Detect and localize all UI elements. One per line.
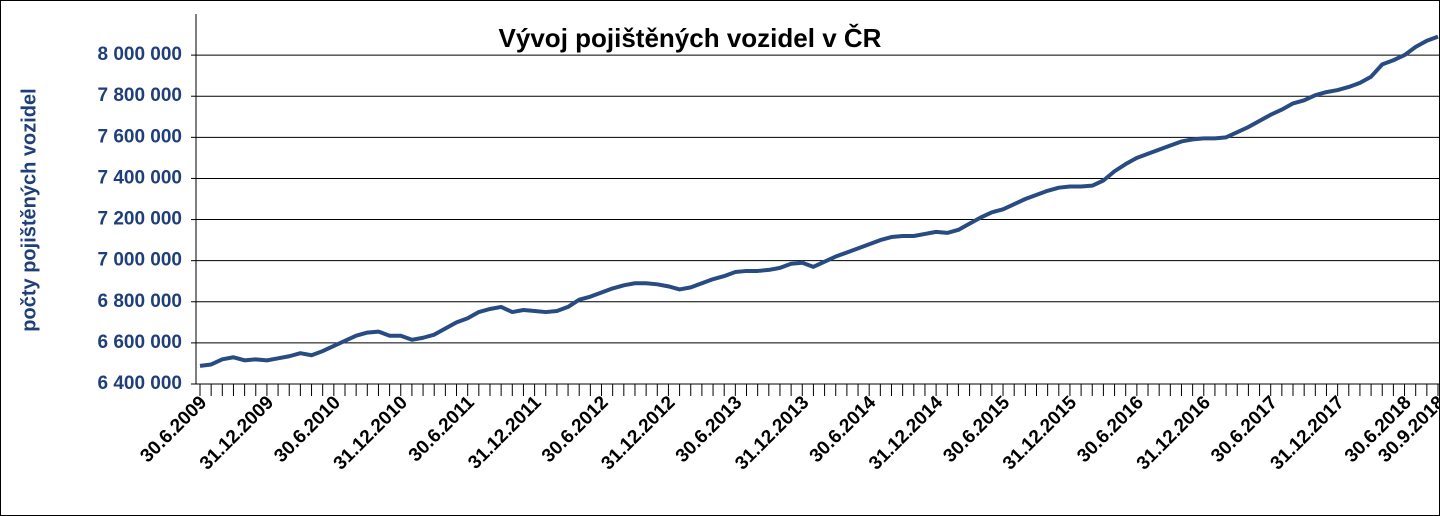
y-tick-label: 7 400 000 (97, 167, 182, 188)
y-tick-label: 7 600 000 (97, 126, 182, 147)
y-tick-label: 7 200 000 (97, 209, 182, 230)
y-tick-label: 6 800 000 (97, 291, 182, 312)
chart-title: Vývoj pojištěných vozidel v ČR (499, 23, 882, 53)
y-tick-label: 7 000 000 (97, 250, 182, 271)
y-tick-label: 6 600 000 (97, 332, 182, 353)
y-tick-label: 6 400 000 (97, 373, 182, 394)
y-axis-label: počty pojištěných vozidel (18, 88, 40, 331)
y-tick-label: 7 800 000 (97, 85, 182, 106)
data-line (199, 34, 1439, 368)
y-tick-label: 8 000 000 (97, 44, 182, 65)
